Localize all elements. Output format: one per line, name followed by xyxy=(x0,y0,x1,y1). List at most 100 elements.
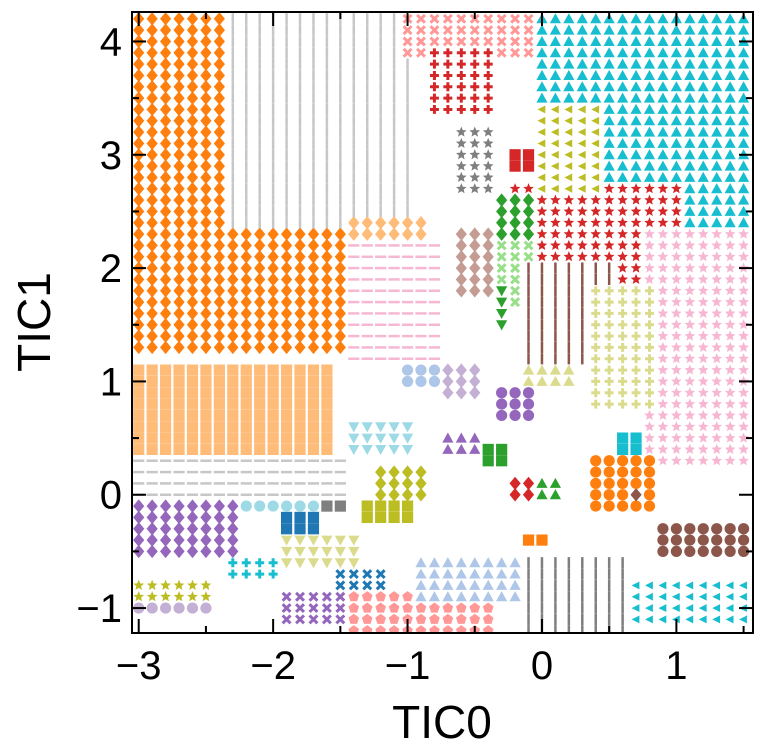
scatter-point xyxy=(671,409,682,420)
scatter-point xyxy=(737,58,750,69)
scatter-point xyxy=(375,444,387,456)
scatter-point xyxy=(684,35,696,46)
scatter-point xyxy=(213,375,225,388)
scatter-point xyxy=(550,105,559,114)
scatter-point xyxy=(133,284,145,298)
scatter-point xyxy=(724,35,736,46)
scatter-point xyxy=(711,115,723,126)
scatter-point xyxy=(428,568,441,579)
scatter-point xyxy=(711,137,723,148)
scatter-point xyxy=(456,104,466,114)
scatter-point xyxy=(738,330,749,341)
scatter-point xyxy=(711,217,723,228)
scatter-point xyxy=(348,546,360,558)
scatter-point xyxy=(388,476,400,491)
scatter-point xyxy=(564,184,573,193)
scatter-point xyxy=(416,36,426,47)
scatter-point xyxy=(227,364,239,376)
scatter-point xyxy=(200,68,212,83)
scatter-point xyxy=(604,320,614,330)
scatter-point xyxy=(644,421,655,432)
scatter-point xyxy=(496,263,507,274)
scatter-point xyxy=(254,329,266,343)
scatter-point xyxy=(146,329,158,343)
scatter-point xyxy=(200,398,212,410)
scatter-point xyxy=(213,329,225,343)
scatter-point xyxy=(146,398,158,410)
scatter-point xyxy=(469,386,481,400)
scatter-point xyxy=(307,318,320,332)
scatter-markers xyxy=(133,12,750,633)
scatter-point xyxy=(537,184,546,193)
scatter-point xyxy=(496,286,508,297)
scatter-point xyxy=(456,13,467,24)
scatter-point xyxy=(240,364,252,376)
scatter-point xyxy=(590,477,602,490)
scatter-point xyxy=(658,592,667,601)
scatter-point xyxy=(684,92,696,103)
scatter-point xyxy=(670,58,682,69)
scatter-point xyxy=(415,375,427,388)
scatter-point xyxy=(348,422,360,433)
scatter-point xyxy=(267,364,279,376)
scatter-point xyxy=(644,443,655,454)
scatter-point xyxy=(415,227,427,241)
scatter-point xyxy=(496,409,508,422)
scatter-point xyxy=(617,183,628,194)
scatter-point xyxy=(724,217,736,228)
scatter-point xyxy=(469,272,481,287)
x-tick-label: 0 xyxy=(531,644,553,688)
scatter-point xyxy=(227,318,239,332)
scatter-point xyxy=(631,320,641,330)
scatter-point xyxy=(187,579,198,590)
scatter-point xyxy=(348,602,360,613)
scatter-point xyxy=(321,340,333,355)
scatter-point xyxy=(724,421,736,432)
scatter-point xyxy=(522,160,535,172)
scatter-point xyxy=(631,286,641,296)
scatter-point xyxy=(670,103,682,114)
scatter-point xyxy=(711,432,723,443)
scatter-point xyxy=(657,534,669,546)
scatter-point xyxy=(186,204,199,219)
scatter-point xyxy=(657,296,669,307)
scatter-point xyxy=(563,47,575,58)
scatter-point xyxy=(146,579,158,590)
scatter-point xyxy=(604,376,614,386)
scatter-point xyxy=(645,342,654,352)
scatter-point xyxy=(295,603,305,614)
scatter-point xyxy=(536,239,548,250)
scatter-point xyxy=(255,558,265,568)
scatter-point xyxy=(711,228,723,239)
scatter-point xyxy=(186,12,199,26)
scatter-point xyxy=(240,421,252,433)
scatter-point xyxy=(482,149,494,160)
scatter-point xyxy=(630,149,642,160)
scatter-point xyxy=(307,272,320,287)
scatter-point xyxy=(671,217,682,228)
scatter-point xyxy=(630,488,642,502)
scatter-point xyxy=(643,149,656,160)
scatter-point xyxy=(724,24,736,35)
scatter-point xyxy=(697,545,709,558)
scatter-point xyxy=(684,545,696,558)
scatter-point xyxy=(213,23,225,37)
scatter-point xyxy=(509,183,521,194)
scatter-point xyxy=(200,591,212,602)
scatter-point xyxy=(711,398,723,409)
scatter-point xyxy=(725,592,734,601)
scatter-point xyxy=(684,251,696,262)
scatter-point xyxy=(388,488,400,502)
scatter-point xyxy=(483,48,493,58)
scatter-point xyxy=(645,388,654,398)
scatter-point xyxy=(334,238,346,253)
scatter-point xyxy=(294,375,306,388)
scatter-point xyxy=(697,273,709,284)
scatter-point xyxy=(455,613,467,624)
scatter-point xyxy=(617,47,629,58)
scatter-point xyxy=(321,306,333,321)
scatter-point xyxy=(657,455,669,466)
scatter-point xyxy=(563,92,575,103)
scatter-point xyxy=(213,227,225,241)
scatter-point xyxy=(240,261,252,275)
